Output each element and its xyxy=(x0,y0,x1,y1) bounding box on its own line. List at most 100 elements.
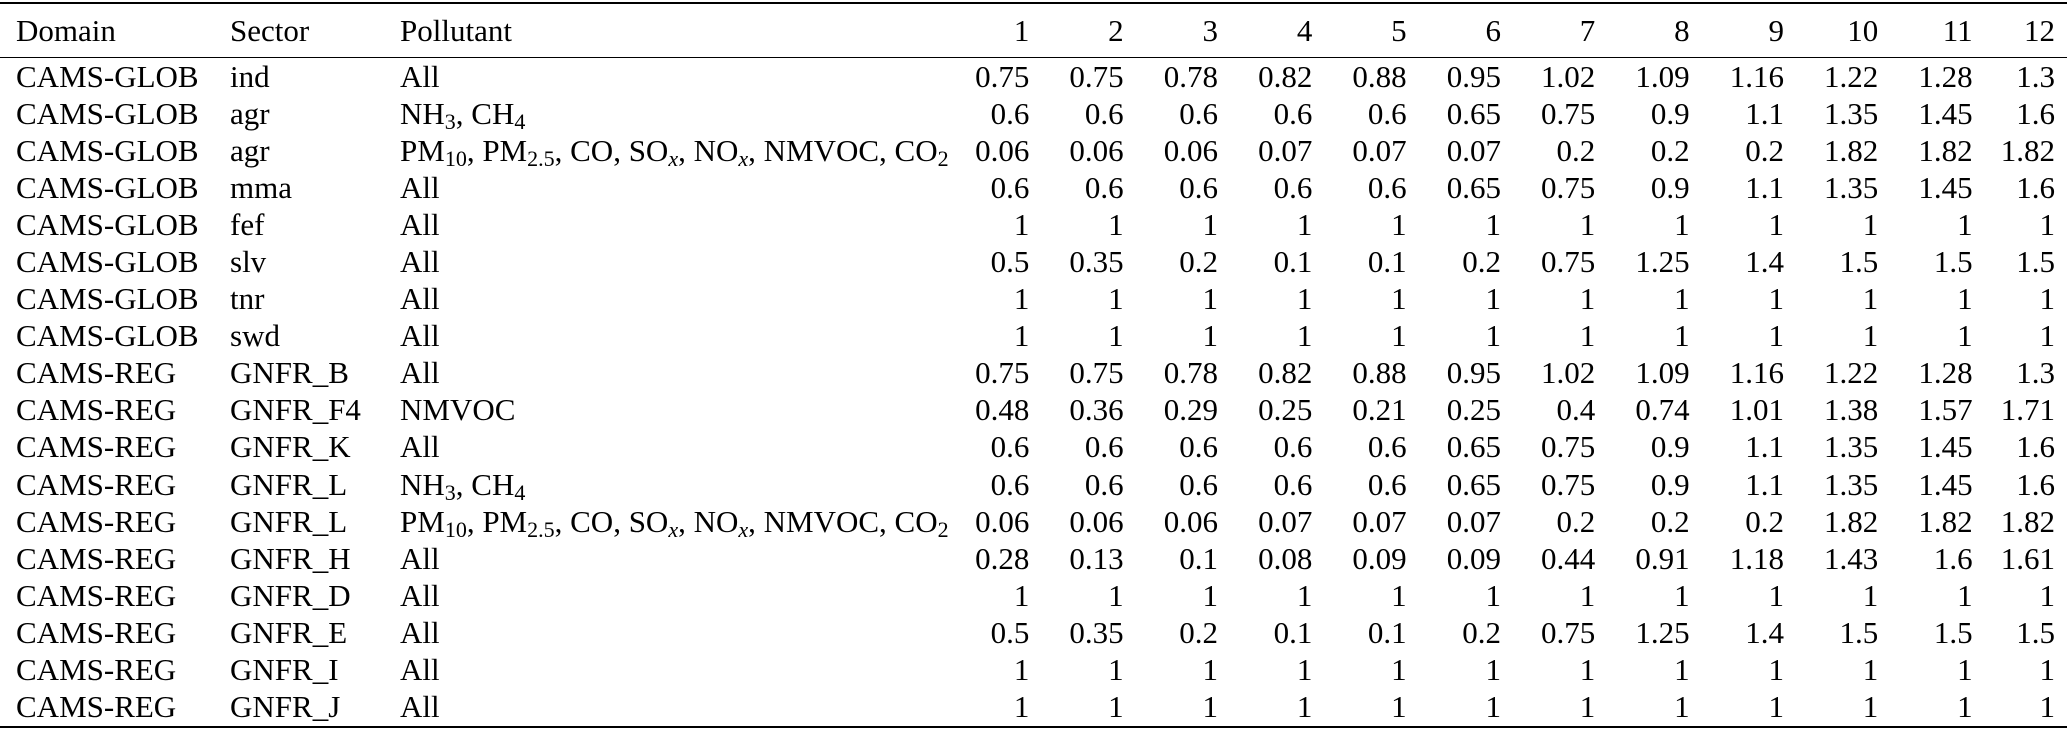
pollutant-text: PM xyxy=(400,132,445,168)
month-value-cell: 1.1 xyxy=(1745,466,1784,502)
table-row: CAMS-GLOB tnr All 1 1 1 1 1 1 1 1 1 1 1 1 xyxy=(0,281,2067,318)
month-value-cell: 0.1 xyxy=(1367,614,1407,650)
subscript: 2.5 xyxy=(527,145,555,171)
col-header-month-10: 10 xyxy=(1847,12,1879,48)
month-value-cell: 1 xyxy=(1957,206,1973,242)
month-value-cell: 1 xyxy=(2039,318,2056,354)
sector-cell: GNFR_L xyxy=(230,466,348,502)
month-value-cell: 0.75 xyxy=(1541,244,1596,280)
month-value-cell: 0.2 xyxy=(1745,503,1784,539)
month-value-cell: 0.6 xyxy=(1179,466,1218,502)
month-value-cell: 0.07 xyxy=(1352,132,1407,168)
domain-cell: CAMS-REG xyxy=(16,614,177,650)
month-value-cell: 1 xyxy=(1202,281,1218,317)
pollutant-text: , NO xyxy=(678,503,739,539)
subscript: 3 xyxy=(444,479,456,505)
month-value-cell: 1.38 xyxy=(1824,392,1879,428)
month-value-cell: 1.45 xyxy=(1918,95,1973,131)
sector-cell: ind xyxy=(230,58,270,94)
table-row: CAMS-REG GNFR_H All 0.28 0.13 0.1 0.08 0.09 0.09… xyxy=(0,540,2067,577)
month-value-cell: 0.07 xyxy=(1258,132,1313,168)
month-value-cell: 0.75 xyxy=(1541,614,1596,650)
month-value-cell: 0.6 xyxy=(990,466,1030,502)
month-value-cell: 0.29 xyxy=(1163,392,1218,428)
pollutant-text: All xyxy=(400,429,440,465)
month-value-cell: 1 xyxy=(1485,689,1501,725)
pollutant-text: All xyxy=(400,577,440,613)
month-value-cell: 0.07 xyxy=(1352,503,1407,539)
col-header-month-11: 11 xyxy=(1942,12,1973,48)
month-value-cell: 1.22 xyxy=(1824,355,1879,391)
pollutant-text: , CH xyxy=(455,95,515,131)
month-value-cell: 0.65 xyxy=(1446,95,1501,131)
table-row: CAMS-REG GNFR_I All 1 1 1 1 1 1 1 1 1 1 1 1 xyxy=(0,652,2067,689)
pollutant-cell: All xyxy=(384,281,935,318)
domain-cell: CAMS-GLOB xyxy=(16,95,199,131)
month-value-cell: 1 xyxy=(1202,206,1218,242)
sector-cell: GNFR_F4 xyxy=(230,392,361,428)
month-value-cell: 0.91 xyxy=(1635,540,1690,576)
month-value-cell: 1.02 xyxy=(1541,58,1596,94)
month-value-cell: 0.65 xyxy=(1446,169,1501,205)
month-value-cell: 0.6 xyxy=(1179,429,1218,465)
month-value-cell: 1.02 xyxy=(1541,355,1596,391)
month-value-cell: 0.4 xyxy=(1556,392,1596,428)
month-value-cell: 1 xyxy=(1957,577,1973,613)
table-row: CAMS-GLOB ind All 0.75 0.75 0.78 0.82 0.88 0.95 1… xyxy=(0,58,2067,96)
subscript: 3 xyxy=(444,108,456,134)
pollutant-text: , PM xyxy=(466,503,528,539)
table-row: CAMS-REG GNFR_D All 1 1 1 1 1 1 1 1 1 1 1 1 xyxy=(0,577,2067,614)
month-value-cell: 1 xyxy=(1579,206,1596,242)
month-value-cell: 0.06 xyxy=(1069,503,1124,539)
month-value-cell: 1.01 xyxy=(1729,392,1784,428)
sector-cell: tnr xyxy=(230,281,265,317)
month-value-cell: 1.25 xyxy=(1635,614,1690,650)
month-value-cell: 1 xyxy=(1957,281,1973,317)
month-value-cell: 1 xyxy=(1013,577,1030,613)
month-value-cell: 1 xyxy=(1579,318,1596,354)
pollutant-text: All xyxy=(400,355,440,391)
month-value-cell: 1.5 xyxy=(2016,614,2055,650)
month-value-cell: 1.82 xyxy=(2000,132,2055,168)
month-value-cell: 1 xyxy=(1674,689,1690,725)
month-value-cell: 0.2 xyxy=(1462,614,1501,650)
month-value-cell: 1 xyxy=(1768,206,1784,242)
month-value-cell: 0.6 xyxy=(1273,466,1313,502)
month-value-cell: 1 xyxy=(1391,318,1407,354)
month-value-cell: 0.75 xyxy=(1541,95,1596,131)
domain-cell: CAMS-GLOB xyxy=(16,281,199,317)
subscript: 2 xyxy=(937,145,949,171)
month-value-cell: 1 xyxy=(1013,318,1030,354)
pollutant-text: NMVOC xyxy=(400,392,516,428)
pollutant-cell: All xyxy=(384,689,935,727)
month-value-cell: 0.07 xyxy=(1446,132,1501,168)
month-value-cell: 0.75 xyxy=(975,355,1030,391)
month-value-cell: 0.78 xyxy=(1163,58,1218,94)
domain-cell: CAMS-REG xyxy=(16,392,177,428)
month-value-cell: 0.6 xyxy=(1179,95,1218,131)
pollutant-cell: PM10, PM2.5, CO, SOx, NOx, NMVOC, CO2 xyxy=(384,132,949,171)
subscript: x xyxy=(738,145,749,171)
pollutant-text: , PM xyxy=(466,132,528,168)
domain-cell: CAMS-GLOB xyxy=(16,206,199,242)
pollutant-text: PM xyxy=(400,503,445,539)
month-value-cell: 0.65 xyxy=(1446,429,1501,465)
month-value-cell: 1.35 xyxy=(1824,466,1879,502)
col-header-month-6: 6 xyxy=(1485,12,1501,48)
month-value-cell: 1 xyxy=(1391,281,1407,317)
month-value-cell: 1 xyxy=(1013,281,1030,317)
pollutant-text: , NMVOC, CO xyxy=(748,503,938,539)
table-row: CAMS-REG GNFR_L NH3, CH4 0.6 0.6 0.6 0.6 0.6 0.6… xyxy=(0,466,2067,505)
month-value-cell: 1 xyxy=(1391,577,1407,613)
month-value-cell: 1.43 xyxy=(1824,540,1879,576)
table-row: CAMS-GLOB mma All 0.6 0.6 0.6 0.6 0.6 0.65 0.75 0.… xyxy=(0,169,2067,206)
month-value-cell: 0.82 xyxy=(1258,355,1313,391)
month-value-cell: 0.9 xyxy=(1650,429,1690,465)
month-value-cell: 1 xyxy=(1957,689,1973,725)
month-value-cell: 1.6 xyxy=(2016,466,2055,502)
month-value-cell: 1.82 xyxy=(2000,503,2055,539)
month-value-cell: 0.5 xyxy=(990,614,1030,650)
month-value-cell: 0.35 xyxy=(1069,244,1124,280)
month-value-cell: 0.6 xyxy=(1367,429,1407,465)
